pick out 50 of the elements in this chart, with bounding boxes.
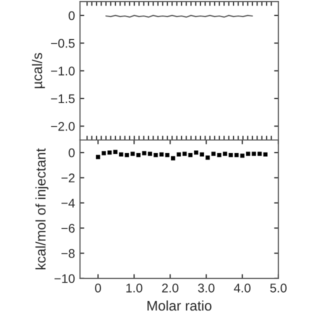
y-axis-title: kcal/mol of injectant [35,148,48,270]
point [222,152,228,156]
point [246,152,250,156]
y-tick-label: −1.0 [51,66,75,76]
point [182,152,187,156]
y-tick-label: −2.0 [51,122,75,131]
point [107,150,112,155]
point [136,153,141,158]
y-tick-label: −2 [62,174,75,182]
y-tick-label: −0.5 [51,38,75,48]
point [228,153,233,158]
y-tick-label: −8 [62,249,75,258]
point [211,152,216,156]
x-tick-label: 3.0 [198,284,214,292]
point [258,152,262,156]
x-tick-label: 0 [95,284,102,292]
point [263,152,268,157]
x-tick-label: 4.0 [234,284,251,292]
y-axis-title: µcal/s [32,53,45,88]
point [96,154,100,160]
point [234,153,239,158]
point [200,152,204,157]
point [148,152,152,156]
point [217,153,222,158]
point [154,153,158,158]
point [176,152,181,157]
y-tick-label: −6 [62,224,75,233]
x-tick-label: 1.0 [126,284,142,292]
x-tick-label: 2.0 [162,284,178,292]
y-tick-label: −10 [54,274,75,284]
x-tick-label: 5.0 [270,284,287,292]
point [240,154,244,158]
y-tick-label: −1.5 [51,94,75,104]
point [119,152,124,157]
y-tick-label: 0 [68,11,75,20]
point [159,152,164,157]
point [188,153,192,158]
point [102,151,106,156]
y-tick-label: −4 [62,198,75,208]
point [252,152,256,156]
point [124,153,129,158]
y-tick-label: 0 [68,148,75,158]
point [142,151,146,156]
point [165,153,170,158]
point [194,150,198,155]
x-axis-title: Molar ratio [148,300,212,311]
point [170,156,176,160]
point [130,152,135,156]
point [113,150,118,154]
point [206,156,210,160]
